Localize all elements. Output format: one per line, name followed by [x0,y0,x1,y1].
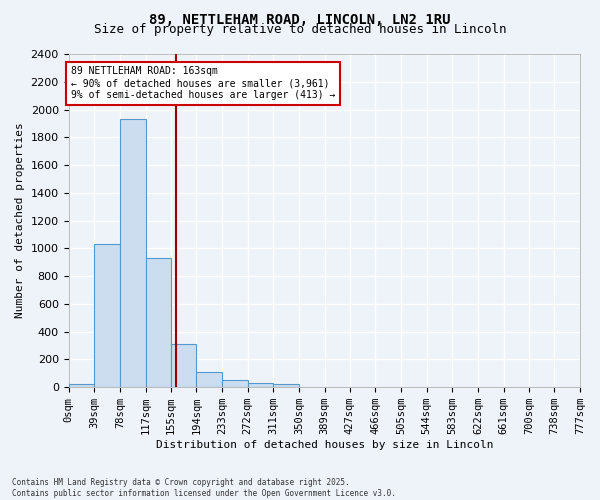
Text: 89, NETTLEHAM ROAD, LINCOLN, LN2 1RU: 89, NETTLEHAM ROAD, LINCOLN, LN2 1RU [149,12,451,26]
Bar [529,386,554,387]
Bar [120,120,146,387]
Bar [375,386,401,387]
Bar [299,386,325,387]
Bar [554,386,580,387]
Text: Contains HM Land Registry data © Crown copyright and database right 2025.
Contai: Contains HM Land Registry data © Crown c… [12,478,396,498]
Bar [94,244,120,387]
Text: Size of property relative to detached houses in Lincoln: Size of property relative to detached ho… [94,22,506,36]
Bar [427,386,452,387]
Bar [222,380,248,387]
Bar [248,383,273,387]
X-axis label: Distribution of detached houses by size in Lincoln: Distribution of detached houses by size … [155,440,493,450]
Bar [68,384,94,387]
Bar [273,384,299,387]
Bar [452,386,478,387]
Bar [503,386,529,387]
Y-axis label: Number of detached properties: Number of detached properties [15,122,25,318]
Bar [350,386,375,387]
Bar [478,386,503,387]
Bar [401,386,427,387]
Text: 89 NETTLEHAM ROAD: 163sqm
← 90% of detached houses are smaller (3,961)
9% of sem: 89 NETTLEHAM ROAD: 163sqm ← 90% of detac… [71,66,335,100]
Bar [146,258,170,387]
Bar [170,344,196,387]
Bar [325,386,350,387]
Bar [196,372,222,387]
